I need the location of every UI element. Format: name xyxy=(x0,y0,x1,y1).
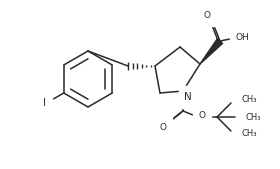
Text: O: O xyxy=(199,112,206,120)
Text: N: N xyxy=(184,92,192,102)
Text: CH₃: CH₃ xyxy=(241,95,256,104)
Polygon shape xyxy=(200,39,223,64)
Text: O: O xyxy=(204,11,211,20)
Text: OH: OH xyxy=(236,33,250,42)
Text: CH₃: CH₃ xyxy=(241,129,256,139)
Text: I: I xyxy=(43,98,46,108)
Text: CH₃: CH₃ xyxy=(245,113,260,122)
Text: O: O xyxy=(160,123,167,131)
